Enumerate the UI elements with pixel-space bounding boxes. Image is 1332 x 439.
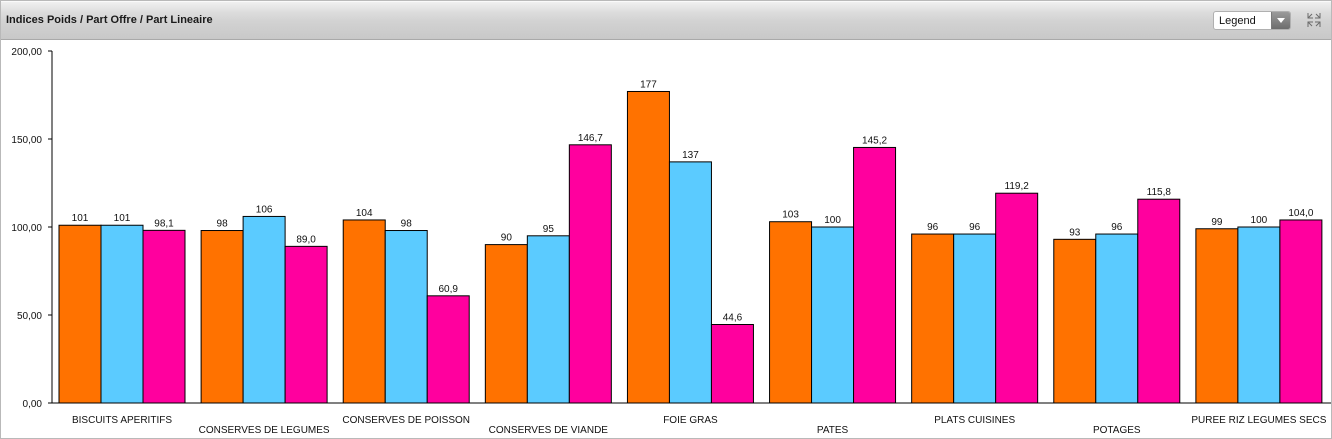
bar [668, 161, 712, 404]
bar-value-label: 96 [969, 222, 981, 233]
bar [142, 229, 186, 404]
category-label: CONSERVES DE LEGUMES [199, 425, 330, 436]
chart-title: Indices Poids / Part Offre / Part Lineai… [6, 14, 213, 26]
category-label: PUREE RIZ LEGUMES SECS [1191, 415, 1326, 426]
bar-value-label: 137 [682, 150, 699, 161]
bar [853, 146, 897, 404]
bar-chart: 0,00 50,00 100,00 150,00 200,00 101 101 98,1 98… [11, 47, 1331, 436]
bar-value-label: 115,8 [1147, 187, 1172, 198]
collapse-arrows-icon[interactable] [1305, 11, 1323, 29]
y-tick-label: 50,00 [17, 311, 42, 322]
bar-value-label: 99 [1211, 217, 1223, 228]
legend-dropdown[interactable]: Legend [1213, 11, 1291, 30]
bar-value-label: 100 [1251, 215, 1268, 226]
bar [200, 230, 244, 404]
bar-value-label: 104 [356, 208, 373, 219]
bar-value-label: 98,1 [154, 218, 174, 229]
bar-value-label: 100 [824, 215, 841, 226]
bar-value-label: 177 [640, 79, 657, 90]
bar [626, 90, 670, 404]
bar-value-label: 89,0 [296, 234, 316, 245]
bar [1053, 238, 1097, 404]
bar [342, 219, 386, 404]
bar-value-label: 106 [256, 204, 273, 215]
bar [284, 245, 328, 404]
bar-value-label: 95 [543, 224, 555, 235]
bar [1137, 198, 1181, 404]
bar [1237, 226, 1281, 404]
bar [242, 215, 286, 404]
bar-value-label: 90 [501, 233, 513, 244]
chart-bars [58, 90, 1323, 404]
bar [1195, 228, 1239, 404]
bar-value-label: 146,7 [578, 133, 603, 144]
category-label: POTAGES [1093, 425, 1141, 436]
bar [911, 233, 955, 404]
bar [1279, 219, 1323, 404]
legend-dropdown-label: Legend [1219, 15, 1256, 27]
bar [426, 295, 470, 404]
title-bar: Indices Poids / Part Offre / Part Lineai… [1, 1, 1331, 40]
bar [1095, 233, 1139, 404]
bar [526, 235, 570, 404]
chevron-down-icon[interactable] [1271, 12, 1290, 29]
bar-value-label: 145,2 [862, 135, 887, 146]
bar [995, 192, 1039, 404]
bar [484, 244, 528, 404]
y-tick-label: 200,00 [11, 47, 42, 58]
bar-value-label: 98 [401, 219, 413, 230]
y-tick-label: 150,00 [11, 135, 42, 146]
bar [953, 233, 997, 404]
bar-value-label: 101 [114, 213, 131, 224]
category-label: CONSERVES DE POISSON [342, 415, 470, 426]
bar-value-label: 98 [217, 219, 229, 230]
bar-value-label: 103 [782, 210, 799, 221]
bar [58, 224, 102, 404]
bar [384, 230, 428, 404]
category-label: CONSERVES DE VIANDE [489, 425, 609, 436]
y-tick-label: 0,00 [23, 399, 43, 410]
bar-value-label: 93 [1069, 227, 1081, 238]
bar [769, 221, 813, 404]
bar-value-label: 96 [1111, 222, 1123, 233]
bar [811, 226, 855, 404]
category-label: PLATS CUISINES [934, 415, 1015, 426]
bar-value-label: 104,0 [1288, 208, 1313, 219]
chart-data-labels: 101 101 98,1 98 106 89,0 104 98 60,9 90 95 146,7 177… [72, 79, 1314, 323]
category-label: FOIE GRAS [663, 415, 718, 426]
bar-value-label: 60,9 [438, 284, 458, 295]
bar-value-label: 96 [927, 222, 939, 233]
bar [568, 144, 612, 404]
bar-value-label: 44,6 [723, 313, 743, 324]
bar-value-label: 119,2 [1005, 181, 1030, 192]
bar [100, 224, 144, 404]
chart-category-labels: BISCUITS APERITIFS CONSERVES DE LEGUMES CO… [72, 415, 1327, 436]
bar-value-label: 101 [72, 213, 89, 224]
y-tick-label: 100,00 [11, 223, 42, 234]
bar [710, 324, 754, 404]
category-label: BISCUITS APERITIFS [72, 415, 172, 426]
category-label: PATES [817, 425, 849, 436]
